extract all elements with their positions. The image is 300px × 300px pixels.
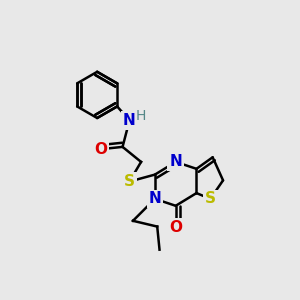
Text: N: N (123, 113, 136, 128)
Text: N: N (148, 191, 161, 206)
Text: H: H (136, 109, 146, 123)
Text: O: O (94, 142, 107, 157)
Text: O: O (169, 220, 182, 235)
Text: S: S (124, 174, 135, 189)
Text: S: S (205, 191, 216, 206)
Text: N: N (169, 154, 182, 169)
